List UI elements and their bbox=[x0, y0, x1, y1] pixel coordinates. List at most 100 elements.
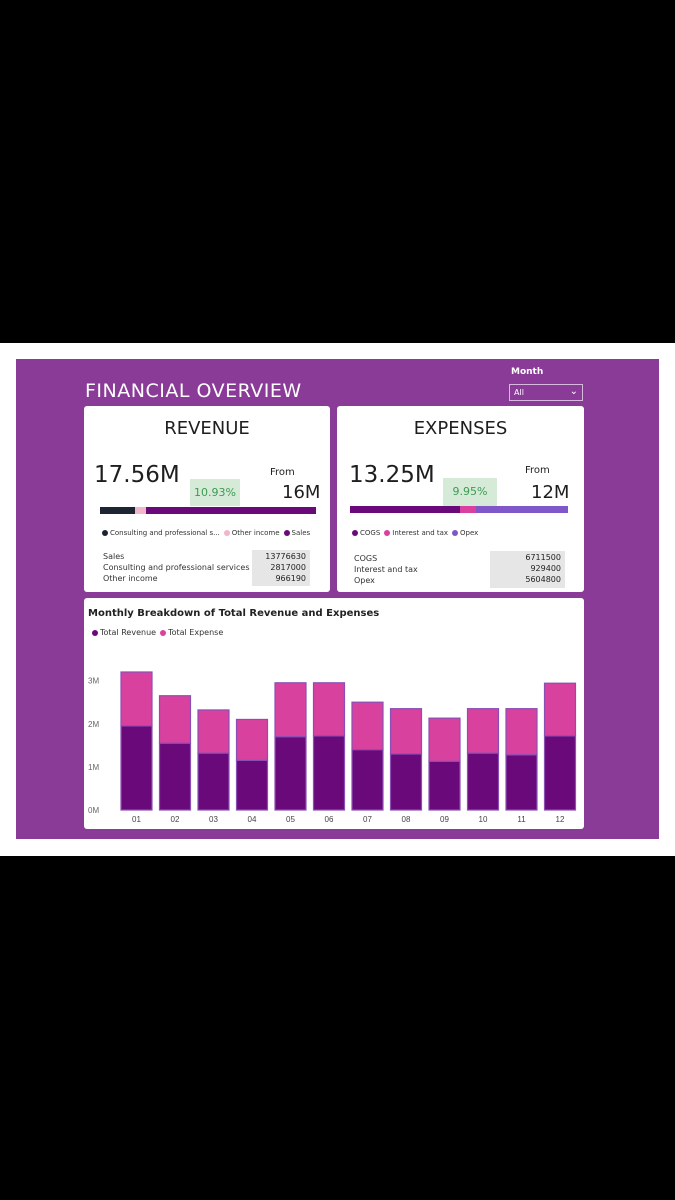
page-title: FINANCIAL OVERVIEW bbox=[85, 380, 302, 402]
bar-segment bbox=[274, 682, 307, 738]
revenue-legend: Consulting and professional s... Other in… bbox=[98, 529, 310, 537]
monthly-bar-chart: 0M 1M 2M 3M 01 02 03 04 05 06 07 08 09 10 11 12 bbox=[88, 671, 577, 824]
x-tick-label: 03 bbox=[209, 815, 218, 824]
breakdown-label: COGS bbox=[354, 554, 378, 563]
month-filter-label: Month bbox=[511, 367, 544, 377]
x-tick-label: 04 bbox=[248, 815, 257, 824]
composition-segment bbox=[146, 507, 316, 514]
legend-dot-icon bbox=[92, 629, 98, 636]
bar-segment bbox=[312, 682, 346, 737]
x-tick-label: 07 bbox=[363, 815, 372, 824]
month-filter-value: All bbox=[514, 388, 524, 397]
expenses-composition-bar bbox=[350, 506, 568, 513]
bar-segment bbox=[351, 749, 384, 811]
x-tick-label: 02 bbox=[171, 815, 180, 824]
revenue-from-value: 16M bbox=[282, 482, 321, 503]
month-filter-dropdown[interactable]: All ⌄ bbox=[509, 384, 583, 401]
bar-segment bbox=[235, 759, 269, 811]
legend-item-label: Total Expense bbox=[168, 628, 224, 637]
bar-segment bbox=[505, 708, 538, 756]
x-tick-label: 09 bbox=[440, 815, 449, 824]
breakdown-value: 929400 bbox=[530, 564, 561, 573]
legend-dot-icon bbox=[384, 530, 391, 536]
revenue-breakdown-values: 13776630 2817000 966190 bbox=[252, 550, 310, 586]
expenses-card: EXPENSES 13.25M 9.95% From 12M COGS Inter… bbox=[337, 406, 584, 592]
revenue-from-label: From bbox=[270, 467, 295, 478]
breakdown-label: Opex bbox=[354, 576, 375, 585]
legend-dot-icon bbox=[102, 530, 108, 536]
composition-segment bbox=[100, 507, 135, 514]
chart-title: Monthly Breakdown of Total Revenue and E… bbox=[88, 608, 380, 619]
revenue-title: REVENUE bbox=[164, 418, 250, 439]
legend-dot-icon bbox=[283, 530, 290, 536]
breakdown-label: Consulting and professional services bbox=[103, 563, 250, 572]
bar-segment bbox=[274, 736, 307, 811]
bar-segment bbox=[428, 760, 461, 811]
bar-segment bbox=[197, 709, 230, 754]
breakdown-label: Interest and tax bbox=[354, 565, 418, 574]
expenses-breakdown-values: 6711500 929400 5604800 bbox=[490, 551, 565, 588]
y-tick-label: 3M bbox=[88, 677, 99, 686]
bar-segment bbox=[158, 695, 192, 744]
legend-dot-icon bbox=[452, 530, 459, 536]
bar-segment bbox=[543, 735, 577, 811]
revenue-card: REVENUE 17.56M 10.93% From 16M Consultin… bbox=[84, 406, 330, 592]
legend-item-label: Sales bbox=[291, 529, 311, 537]
bar-segment bbox=[505, 754, 538, 811]
legend-dot-icon bbox=[160, 629, 167, 636]
expenses-from-value: 12M bbox=[531, 482, 570, 503]
composition-segment bbox=[134, 507, 147, 514]
revenue-value: 17.56M bbox=[94, 462, 180, 488]
y-tick-label: 2M bbox=[88, 720, 99, 729]
breakdown-value: 6711500 bbox=[525, 553, 561, 562]
legend-item-label: Opex bbox=[460, 529, 479, 537]
chart-legend: Total Revenue Total Expense bbox=[88, 628, 223, 637]
bar-segment bbox=[466, 752, 500, 811]
expenses-title: EXPENSES bbox=[413, 418, 508, 439]
expenses-change-badge: 9.95% bbox=[443, 478, 497, 506]
expenses-breakdown-labels: COGS Interest and tax Opex bbox=[354, 553, 418, 586]
x-tick-label: 06 bbox=[325, 815, 334, 824]
expenses-legend: COGS Interest and tax Opex bbox=[348, 529, 478, 537]
revenue-change-badge: 10.93% bbox=[190, 479, 240, 506]
bar-segment bbox=[197, 752, 230, 811]
legend-item-label: Consulting and professional s... bbox=[110, 529, 220, 537]
chevron-down-icon: ⌄ bbox=[569, 386, 578, 397]
breakdown-value: 2817000 bbox=[270, 563, 306, 572]
bar-segment bbox=[120, 725, 153, 811]
breakdown-value: 966190 bbox=[275, 574, 306, 583]
x-tick-label: 12 bbox=[556, 815, 565, 824]
breakdown-label: Other income bbox=[103, 574, 158, 583]
x-tick-label: 10 bbox=[479, 815, 488, 824]
revenue-breakdown-labels: Sales Consulting and professional servic… bbox=[103, 551, 250, 584]
bar-segment bbox=[466, 708, 500, 754]
expenses-from-label: From bbox=[525, 465, 550, 476]
revenue-composition-bar bbox=[100, 507, 316, 514]
bar-segment bbox=[120, 671, 153, 727]
x-tick-label: 01 bbox=[132, 815, 141, 824]
breakdown-value: 5604800 bbox=[525, 575, 561, 584]
bar-segment bbox=[158, 742, 192, 811]
legend-item-label: Other income bbox=[231, 529, 280, 537]
bar-segment bbox=[312, 735, 346, 811]
expenses-value: 13.25M bbox=[349, 462, 435, 488]
y-tick-label: 1M bbox=[88, 763, 99, 772]
breakdown-label: Sales bbox=[103, 552, 125, 561]
bar-segment bbox=[235, 718, 269, 762]
composition-segment bbox=[350, 506, 461, 513]
legend-item-label: COGS bbox=[360, 529, 381, 537]
legend-item-label: Total Revenue bbox=[100, 628, 157, 637]
composition-segment bbox=[475, 506, 568, 513]
bar-segment bbox=[351, 701, 384, 751]
legend-dot-icon bbox=[352, 530, 358, 536]
y-tick-label: 0M bbox=[88, 806, 99, 815]
legend-item-label: Interest and tax bbox=[392, 529, 449, 537]
x-tick-label: 05 bbox=[286, 815, 295, 824]
bar-segment bbox=[543, 682, 577, 737]
breakdown-value: 13776630 bbox=[265, 552, 306, 561]
bar-segment bbox=[389, 753, 423, 811]
x-tick-label: 08 bbox=[402, 815, 411, 824]
x-tick-label: 11 bbox=[517, 815, 526, 824]
legend-dot-icon bbox=[223, 530, 230, 536]
bar-segment bbox=[389, 708, 423, 755]
